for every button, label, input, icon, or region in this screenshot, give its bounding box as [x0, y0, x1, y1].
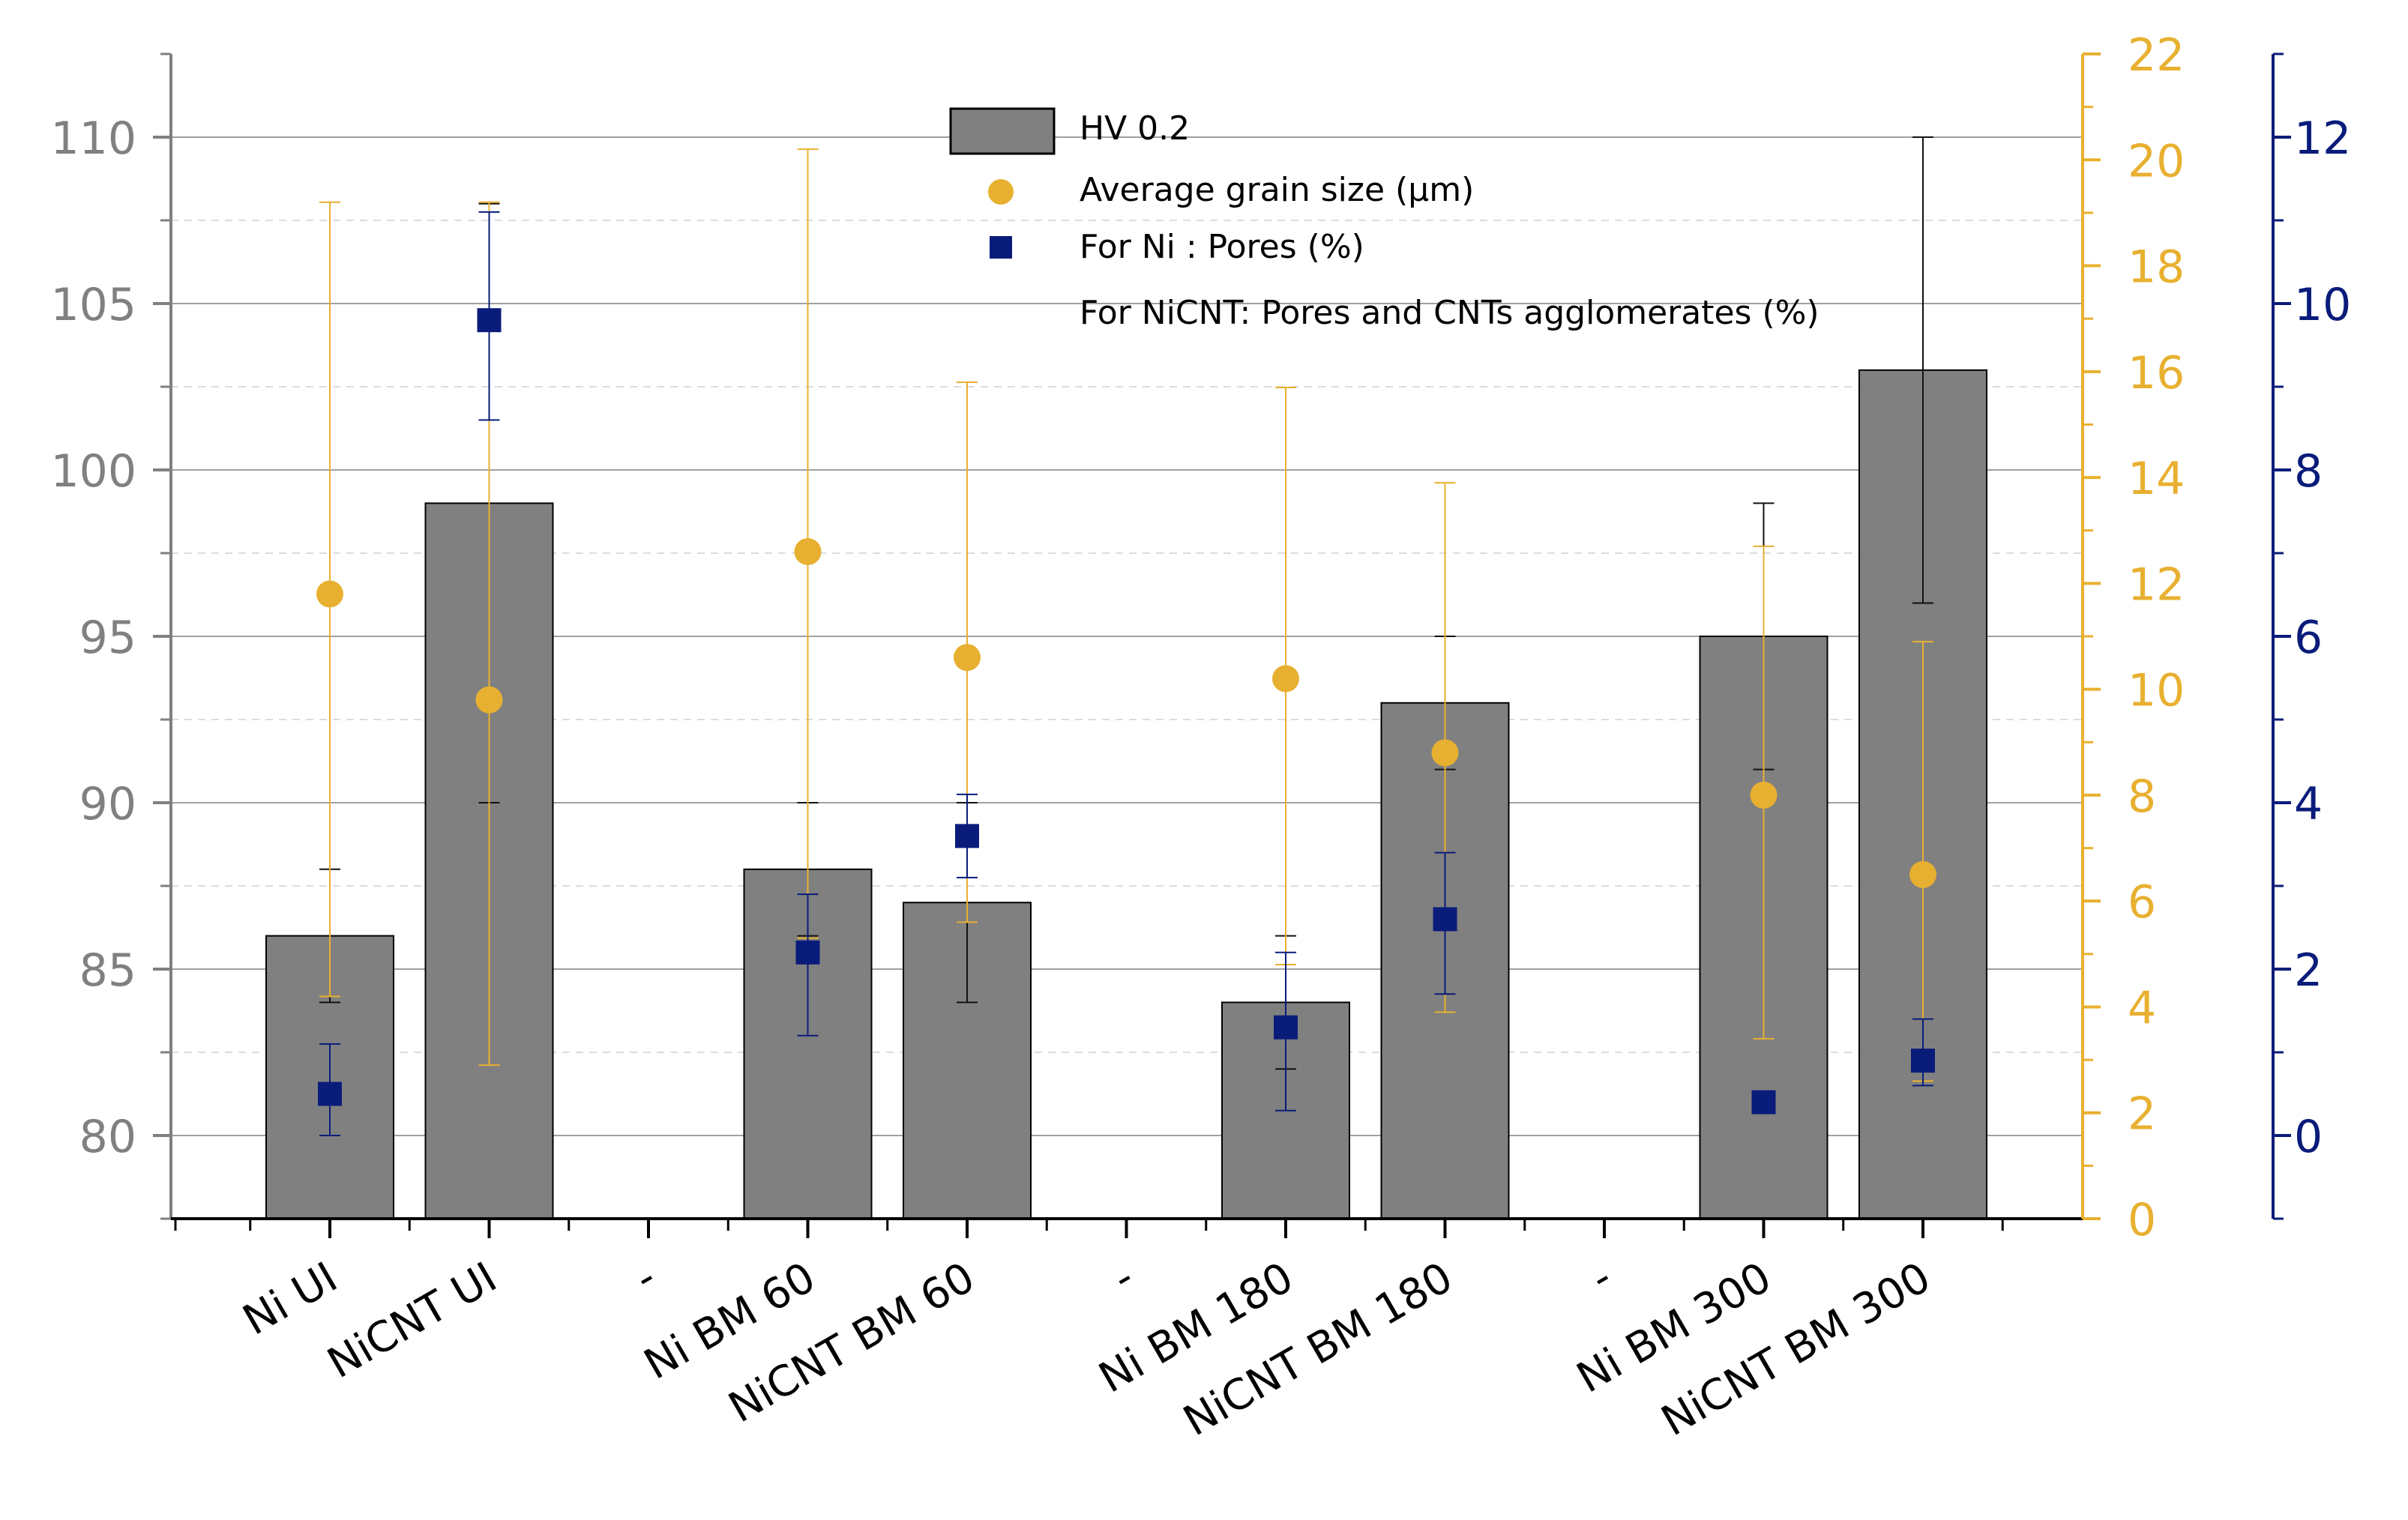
- pores-point: [1274, 1015, 1298, 1040]
- grain-size-point: [1431, 739, 1459, 767]
- left-axis-tick-label: 100: [50, 445, 136, 498]
- pores-point: [477, 308, 502, 333]
- grain-size-point: [1272, 665, 1299, 693]
- right-axis-grain-tick-label: 12: [2128, 558, 2185, 611]
- grain-size-point: [954, 644, 981, 672]
- x-axis-tick-label: -: [1583, 1253, 1620, 1303]
- legend-label-hv: HV 0.2: [1080, 109, 1190, 148]
- grain-size-point: [1909, 860, 1936, 888]
- right-axis-grain-tick-label: 6: [2128, 876, 2156, 929]
- left-axis-tick-label: 80: [79, 1111, 136, 1163]
- grain-size-point: [1750, 781, 1778, 809]
- markers: [316, 308, 1936, 1115]
- right-axis-grain-tick-label: 0: [2128, 1194, 2156, 1246]
- left-axis-tick-label: 105: [50, 279, 136, 331]
- x-axis-tick-label: Ni UI: [235, 1253, 346, 1345]
- x-axis-tick-label: -: [1104, 1253, 1142, 1303]
- right-axis-grain-tick-label: 16: [2128, 347, 2185, 399]
- legend: HV 0.2 Average grain size (µm) For Ni : …: [949, 107, 1819, 332]
- x-axis-tick-label: NiCNT UI: [319, 1253, 505, 1388]
- right-axis-pores-tick-label: 8: [2294, 445, 2323, 498]
- left-axis-tick-label: 85: [79, 944, 136, 997]
- left-axis-tick-label: 90: [79, 778, 136, 830]
- legend-label-grain: Average grain size (µm): [1080, 171, 1474, 209]
- right-axis-grain-tick-label: 22: [2128, 29, 2185, 82]
- left-axis-tick-label: 95: [79, 612, 136, 664]
- pores-point: [318, 1082, 342, 1106]
- pores-point: [795, 940, 820, 965]
- grain-size-point: [794, 537, 822, 565]
- legend-label-ni-pores: For Ni : Pores (%): [1080, 228, 1364, 266]
- right-axis-grain-tick-label: 14: [2128, 453, 2185, 505]
- x-axis-tick-label: NiCNT BM 180: [1176, 1253, 1461, 1446]
- pores-point: [1433, 907, 1457, 932]
- right-axis-grain-tick-label: 18: [2128, 241, 2185, 294]
- x-axis-tick-label: NiCNT BM 300: [1653, 1253, 1939, 1446]
- legend-square-swatch: [990, 236, 1012, 259]
- legend-label-nicnt-pores: For NiCNT: Pores and CNTs agglomerates (…: [1080, 294, 1819, 332]
- left-axis-tick-label: 110: [50, 112, 136, 165]
- right-axis-grain-tick-label: 2: [2128, 1088, 2156, 1141]
- right-axis-pores-tick-label: 2: [2294, 944, 2323, 997]
- right-axis-pores-tick-label: 10: [2294, 279, 2351, 331]
- right-axis-pores-tick-label: 6: [2294, 612, 2323, 664]
- right-axis-grain-tick-label: 10: [2128, 665, 2185, 717]
- right-axis-grain-tick-label: 4: [2128, 982, 2156, 1034]
- right-axis-grain-tick-label: 8: [2128, 770, 2156, 823]
- pores-point: [1751, 1090, 1776, 1115]
- right-axis-pores-tick-label: 0: [2294, 1111, 2323, 1163]
- legend-bar-swatch: [949, 107, 1056, 155]
- bars: [265, 369, 1987, 1220]
- grain-size-point: [475, 686, 503, 714]
- x-axis-tick-label: -: [627, 1253, 664, 1303]
- grain-size-point: [316, 580, 343, 608]
- pores-point: [955, 824, 979, 848]
- right-axis-grain-tick-label: 20: [2128, 135, 2185, 187]
- legend-circle-swatch: [988, 179, 1014, 205]
- right-axis-pores-tick-label: 4: [2294, 778, 2323, 830]
- right-axis-pores-tick-label: 12: [2294, 112, 2351, 165]
- pores-point: [1911, 1049, 1935, 1073]
